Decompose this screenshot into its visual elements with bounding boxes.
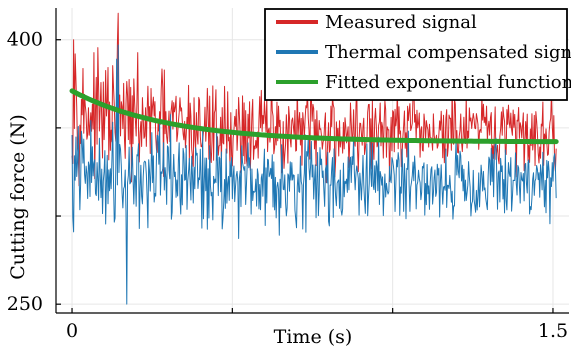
y-tick-label-0: 250: [7, 293, 43, 315]
legend-label-fitted: Fitted exponential function: [325, 72, 571, 93]
axes: [55, 8, 569, 314]
y-axis-title: Cutting force (N): [7, 114, 29, 280]
legend-box: [264, 8, 568, 101]
series-fitted-exponential: [69, 88, 559, 145]
x-tick-label-0: 0: [66, 320, 78, 342]
legend-label-compensated: Thermal compensated signal: [325, 42, 571, 63]
x-tick-label-3: 1.5: [538, 320, 568, 342]
series-layer: [69, 12, 559, 305]
y-tick-label-3: 400: [7, 29, 43, 51]
legend-label-measured: Measured signal: [325, 12, 477, 33]
legend: Measured signal Thermal compensated sign…: [264, 8, 571, 101]
ticks: 0 1.5 250 400: [7, 29, 568, 342]
series-thermal-compensated-signal: [71, 44, 557, 305]
x-axis-title: Time (s): [274, 326, 353, 348]
series-measured-signal: [71, 12, 557, 187]
